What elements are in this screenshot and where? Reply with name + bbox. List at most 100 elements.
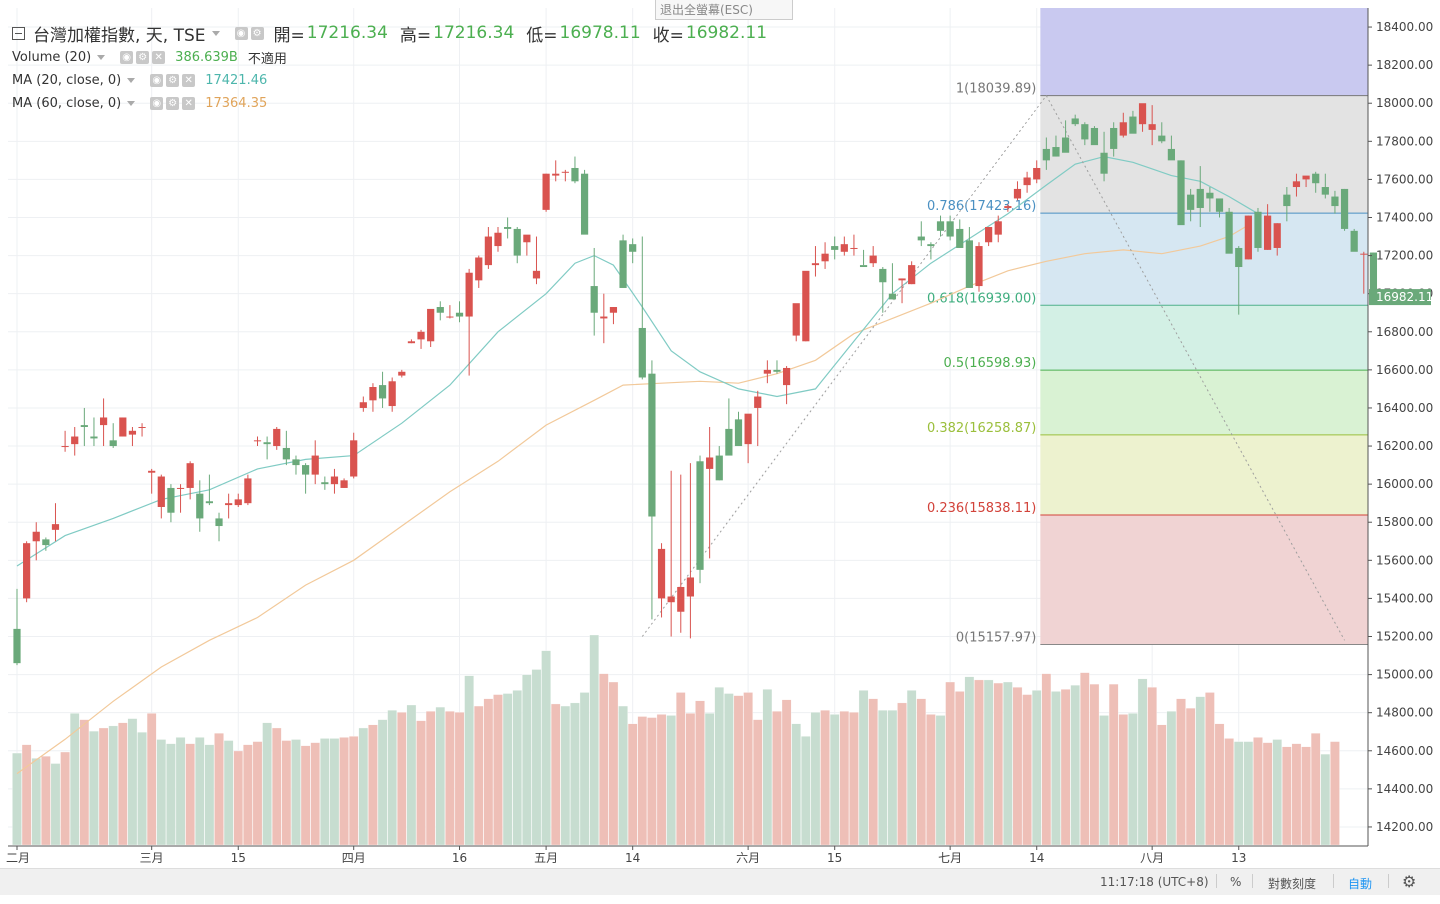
volume-value: 386.639B xyxy=(175,50,238,65)
candle xyxy=(715,446,723,481)
volume-bar xyxy=(368,724,378,846)
candle-body xyxy=(13,628,21,664)
close-icon[interactable]: ✕ xyxy=(182,74,196,87)
candle-body xyxy=(542,173,550,210)
auto-scale-toggle[interactable]: 自動 xyxy=(1348,877,1373,891)
volume-bar xyxy=(589,634,599,846)
volume-bar xyxy=(878,710,888,846)
fib-zone xyxy=(1040,370,1368,435)
price-tick-label: 14600.00 xyxy=(1376,744,1433,758)
last-price-label: 16982.11 xyxy=(1376,290,1433,304)
volume-bar xyxy=(666,715,676,846)
candle-body xyxy=(225,503,233,506)
volume-bar xyxy=(1320,753,1331,846)
gear-icon[interactable]: ⚙ xyxy=(250,26,264,40)
volume-bar xyxy=(271,727,282,846)
candle xyxy=(994,215,1002,243)
candle xyxy=(128,427,137,447)
candle-body xyxy=(369,387,377,401)
candle-body xyxy=(417,331,425,340)
candle-body xyxy=(359,402,367,408)
chevron-down-icon[interactable] xyxy=(127,101,136,106)
gear-icon[interactable]: ⚙ xyxy=(166,97,180,110)
close-icon[interactable]: ✕ xyxy=(152,51,166,64)
candle xyxy=(590,247,598,336)
volume-bar xyxy=(406,704,417,846)
eye-icon[interactable]: ◉ xyxy=(150,74,164,87)
candle xyxy=(657,543,666,618)
candle-body xyxy=(263,442,271,445)
volume-bar xyxy=(1185,707,1196,846)
eye-icon[interactable]: ◉ xyxy=(234,26,248,40)
volume-bar xyxy=(89,730,99,846)
candle-body xyxy=(99,417,108,426)
volume-bar xyxy=(493,694,503,846)
candle xyxy=(821,242,829,269)
ma60-value: 17364.35 xyxy=(205,96,268,111)
candle xyxy=(398,369,406,378)
candle-body xyxy=(763,369,771,374)
eye-icon[interactable]: ◉ xyxy=(150,97,164,110)
chevron-down-icon[interactable] xyxy=(127,78,136,83)
volume-bar xyxy=(204,744,215,846)
volume-bar xyxy=(955,691,965,846)
candle-body xyxy=(1254,211,1262,248)
candle-body xyxy=(1100,152,1108,174)
time-tick-label: 三月 xyxy=(140,851,164,865)
eye-icon[interactable]: ◉ xyxy=(120,51,134,64)
volume-bar xyxy=(1243,741,1254,846)
candle-body xyxy=(869,255,877,264)
candle-body xyxy=(407,341,416,344)
candle xyxy=(1090,126,1099,146)
candle xyxy=(1187,188,1195,222)
price-tick-label: 14400.00 xyxy=(1376,782,1433,796)
candle xyxy=(811,246,820,277)
gear-icon[interactable]: ⚙ xyxy=(136,51,150,64)
candle-body xyxy=(734,419,743,447)
volume-title[interactable]: Volume (20) xyxy=(12,50,92,65)
candle-body xyxy=(696,461,704,570)
candle xyxy=(532,236,541,285)
fib-zone xyxy=(1040,95,1368,214)
candle xyxy=(32,522,40,561)
volume-bar xyxy=(1099,715,1109,846)
candle-body xyxy=(176,487,185,489)
volume-bar xyxy=(724,693,734,846)
candle-body xyxy=(1119,122,1127,136)
volume-bar xyxy=(541,650,551,846)
ma60-title[interactable]: MA (60, close, 0) xyxy=(12,96,122,111)
volume-bar xyxy=(868,698,878,846)
volume-bar xyxy=(454,712,465,846)
candle-body xyxy=(706,457,714,469)
volume-bar xyxy=(1012,687,1023,846)
candle xyxy=(186,461,194,500)
volume-bar xyxy=(1166,711,1177,846)
candle-body xyxy=(484,236,492,266)
chevron-down-icon[interactable] xyxy=(97,55,106,60)
log-scale-toggle[interactable]: 對數刻度 xyxy=(1268,877,1317,891)
ma20-title[interactable]: MA (20, close, 0) xyxy=(12,73,122,88)
symbol-title[interactable]: 台灣加權指數, 天, TSE xyxy=(33,25,206,46)
volume-bar xyxy=(512,690,522,846)
gear-icon[interactable]: ⚙ xyxy=(166,74,180,87)
candle xyxy=(1206,187,1214,212)
chevron-down-icon[interactable] xyxy=(211,30,220,36)
candle-body xyxy=(465,272,473,317)
candle xyxy=(869,246,877,268)
candle xyxy=(1196,166,1204,228)
candle-body xyxy=(609,307,618,313)
price-tick-label: 15800.00 xyxy=(1376,515,1433,529)
price-tick-label: 18400.00 xyxy=(1376,20,1433,34)
candle xyxy=(1254,207,1262,252)
percent-toggle[interactable]: % xyxy=(1230,875,1242,889)
gear-icon[interactable]: ⚙ xyxy=(1402,872,1417,891)
candle xyxy=(71,427,79,456)
candle-body xyxy=(1177,160,1185,226)
exit-fullscreen-button[interactable]: 退出全螢幕(ESC) xyxy=(655,0,793,20)
close-icon[interactable]: ✕ xyxy=(182,97,196,110)
volume-bar xyxy=(647,717,657,846)
collapse-icon[interactable] xyxy=(12,26,25,40)
volume-bar xyxy=(1031,690,1042,846)
candle-body xyxy=(561,171,569,173)
